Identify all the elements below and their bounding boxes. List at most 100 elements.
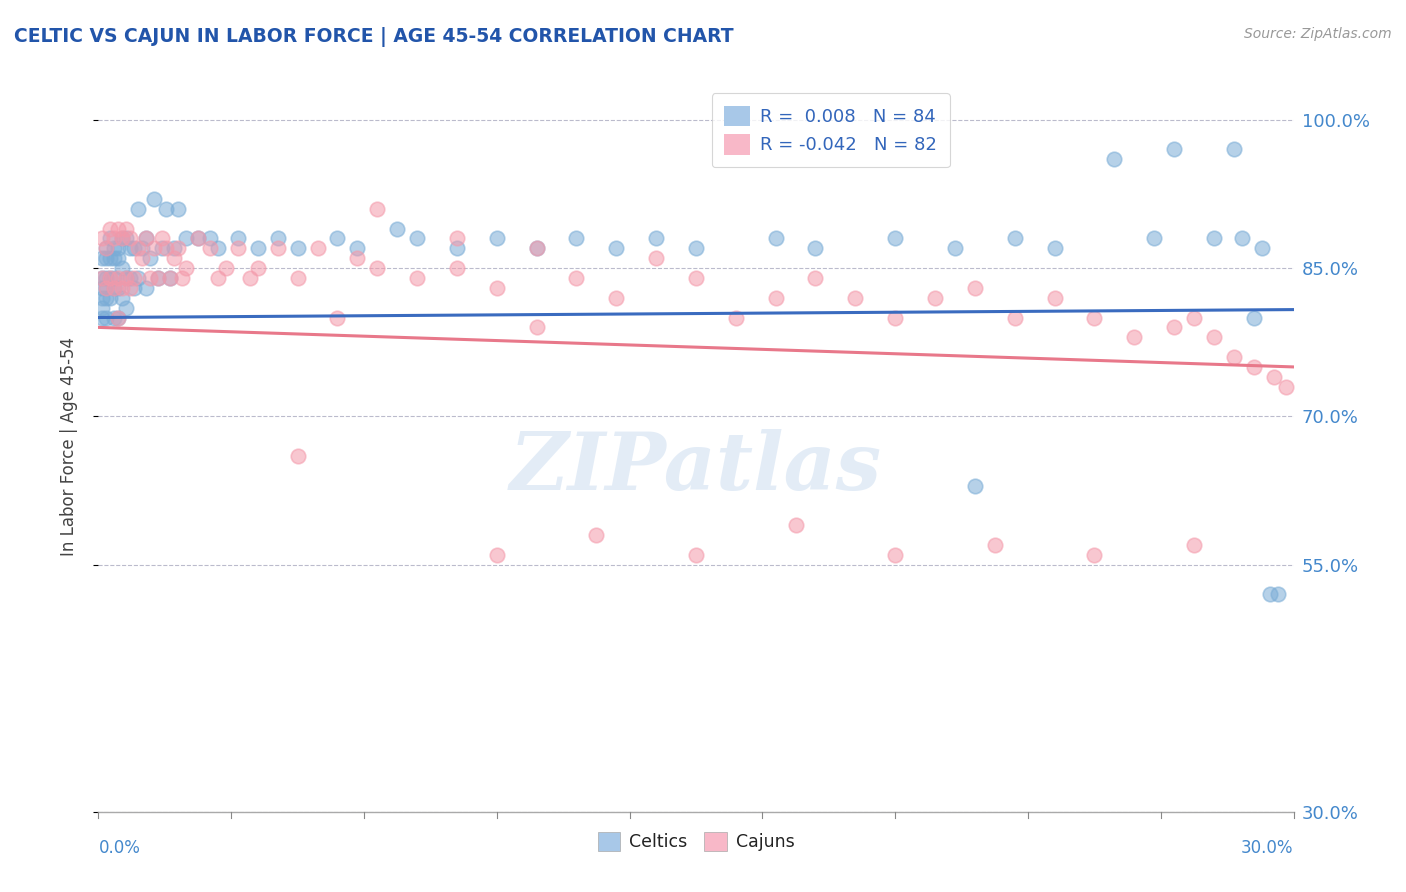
- Point: [605, 291, 627, 305]
- Point: [155, 241, 177, 255]
- Point: [1223, 143, 1246, 157]
- Point: [844, 291, 866, 305]
- Point: [187, 231, 209, 245]
- Point: [120, 281, 142, 295]
- Point: [111, 291, 134, 305]
- Point: [585, 528, 607, 542]
- Point: [1143, 231, 1166, 245]
- Point: [884, 548, 907, 562]
- Point: [526, 241, 548, 255]
- Point: [1123, 330, 1146, 344]
- Text: Source: ZipAtlas.com: Source: ZipAtlas.com: [1244, 27, 1392, 41]
- Point: [215, 261, 238, 276]
- Point: [103, 271, 125, 285]
- Point: [446, 231, 468, 245]
- Point: [115, 231, 138, 245]
- Point: [91, 271, 114, 285]
- Point: [1104, 153, 1126, 167]
- Point: [207, 241, 229, 255]
- Point: [307, 241, 329, 255]
- Point: [1250, 241, 1272, 255]
- Point: [111, 281, 134, 295]
- Point: [198, 241, 221, 255]
- Point: [148, 271, 170, 285]
- Point: [107, 310, 129, 325]
- Point: [120, 271, 142, 285]
- Point: [91, 231, 114, 245]
- Point: [963, 478, 986, 492]
- Point: [1043, 291, 1066, 305]
- Point: [446, 241, 468, 255]
- Point: [963, 281, 986, 295]
- Point: [1274, 380, 1296, 394]
- Point: [1043, 241, 1066, 255]
- Point: [127, 241, 149, 255]
- Point: [139, 271, 162, 285]
- Point: [159, 271, 181, 285]
- Point: [366, 261, 388, 276]
- Point: [267, 231, 290, 245]
- Point: [1004, 310, 1026, 325]
- Point: [366, 202, 388, 216]
- Point: [485, 281, 508, 295]
- Point: [605, 241, 627, 255]
- Point: [96, 291, 118, 305]
- Point: [187, 231, 209, 245]
- Point: [526, 241, 548, 255]
- Point: [924, 291, 946, 305]
- Point: [96, 271, 118, 285]
- Point: [143, 241, 166, 255]
- Point: [174, 261, 197, 276]
- Point: [111, 231, 134, 245]
- Point: [246, 241, 269, 255]
- Point: [143, 192, 166, 206]
- Point: [115, 271, 138, 285]
- Point: [98, 231, 122, 245]
- Point: [1004, 231, 1026, 245]
- Point: [1163, 320, 1185, 334]
- Point: [150, 241, 173, 255]
- Point: [1230, 231, 1253, 245]
- Point: [91, 251, 114, 265]
- Point: [98, 291, 122, 305]
- Point: [120, 231, 142, 245]
- Y-axis label: In Labor Force | Age 45-54: In Labor Force | Age 45-54: [59, 336, 77, 556]
- Point: [207, 271, 229, 285]
- Point: [645, 251, 668, 265]
- Point: [139, 251, 162, 265]
- Text: ZIPatlas: ZIPatlas: [510, 429, 882, 507]
- Point: [174, 231, 197, 245]
- Point: [804, 271, 827, 285]
- Point: [326, 310, 349, 325]
- Point: [246, 261, 269, 276]
- Point: [135, 231, 157, 245]
- Point: [124, 271, 146, 285]
- Point: [326, 231, 349, 245]
- Point: [765, 231, 787, 245]
- Point: [1267, 587, 1289, 601]
- Point: [1083, 310, 1105, 325]
- Text: 0.0%: 0.0%: [98, 839, 141, 857]
- Point: [198, 231, 221, 245]
- Point: [124, 281, 146, 295]
- Point: [111, 231, 134, 245]
- Point: [103, 281, 125, 295]
- Point: [287, 241, 309, 255]
- Point: [239, 271, 262, 285]
- Point: [107, 271, 129, 285]
- Point: [103, 281, 125, 295]
- Point: [884, 310, 907, 325]
- Point: [107, 251, 129, 265]
- Point: [111, 261, 134, 276]
- Point: [1202, 330, 1225, 344]
- Point: [346, 251, 368, 265]
- Point: [135, 231, 157, 245]
- Point: [107, 221, 129, 235]
- Point: [91, 310, 114, 325]
- Point: [155, 202, 177, 216]
- Point: [346, 241, 368, 255]
- Point: [120, 241, 142, 255]
- Point: [91, 281, 114, 295]
- Point: [98, 271, 122, 285]
- Point: [485, 548, 508, 562]
